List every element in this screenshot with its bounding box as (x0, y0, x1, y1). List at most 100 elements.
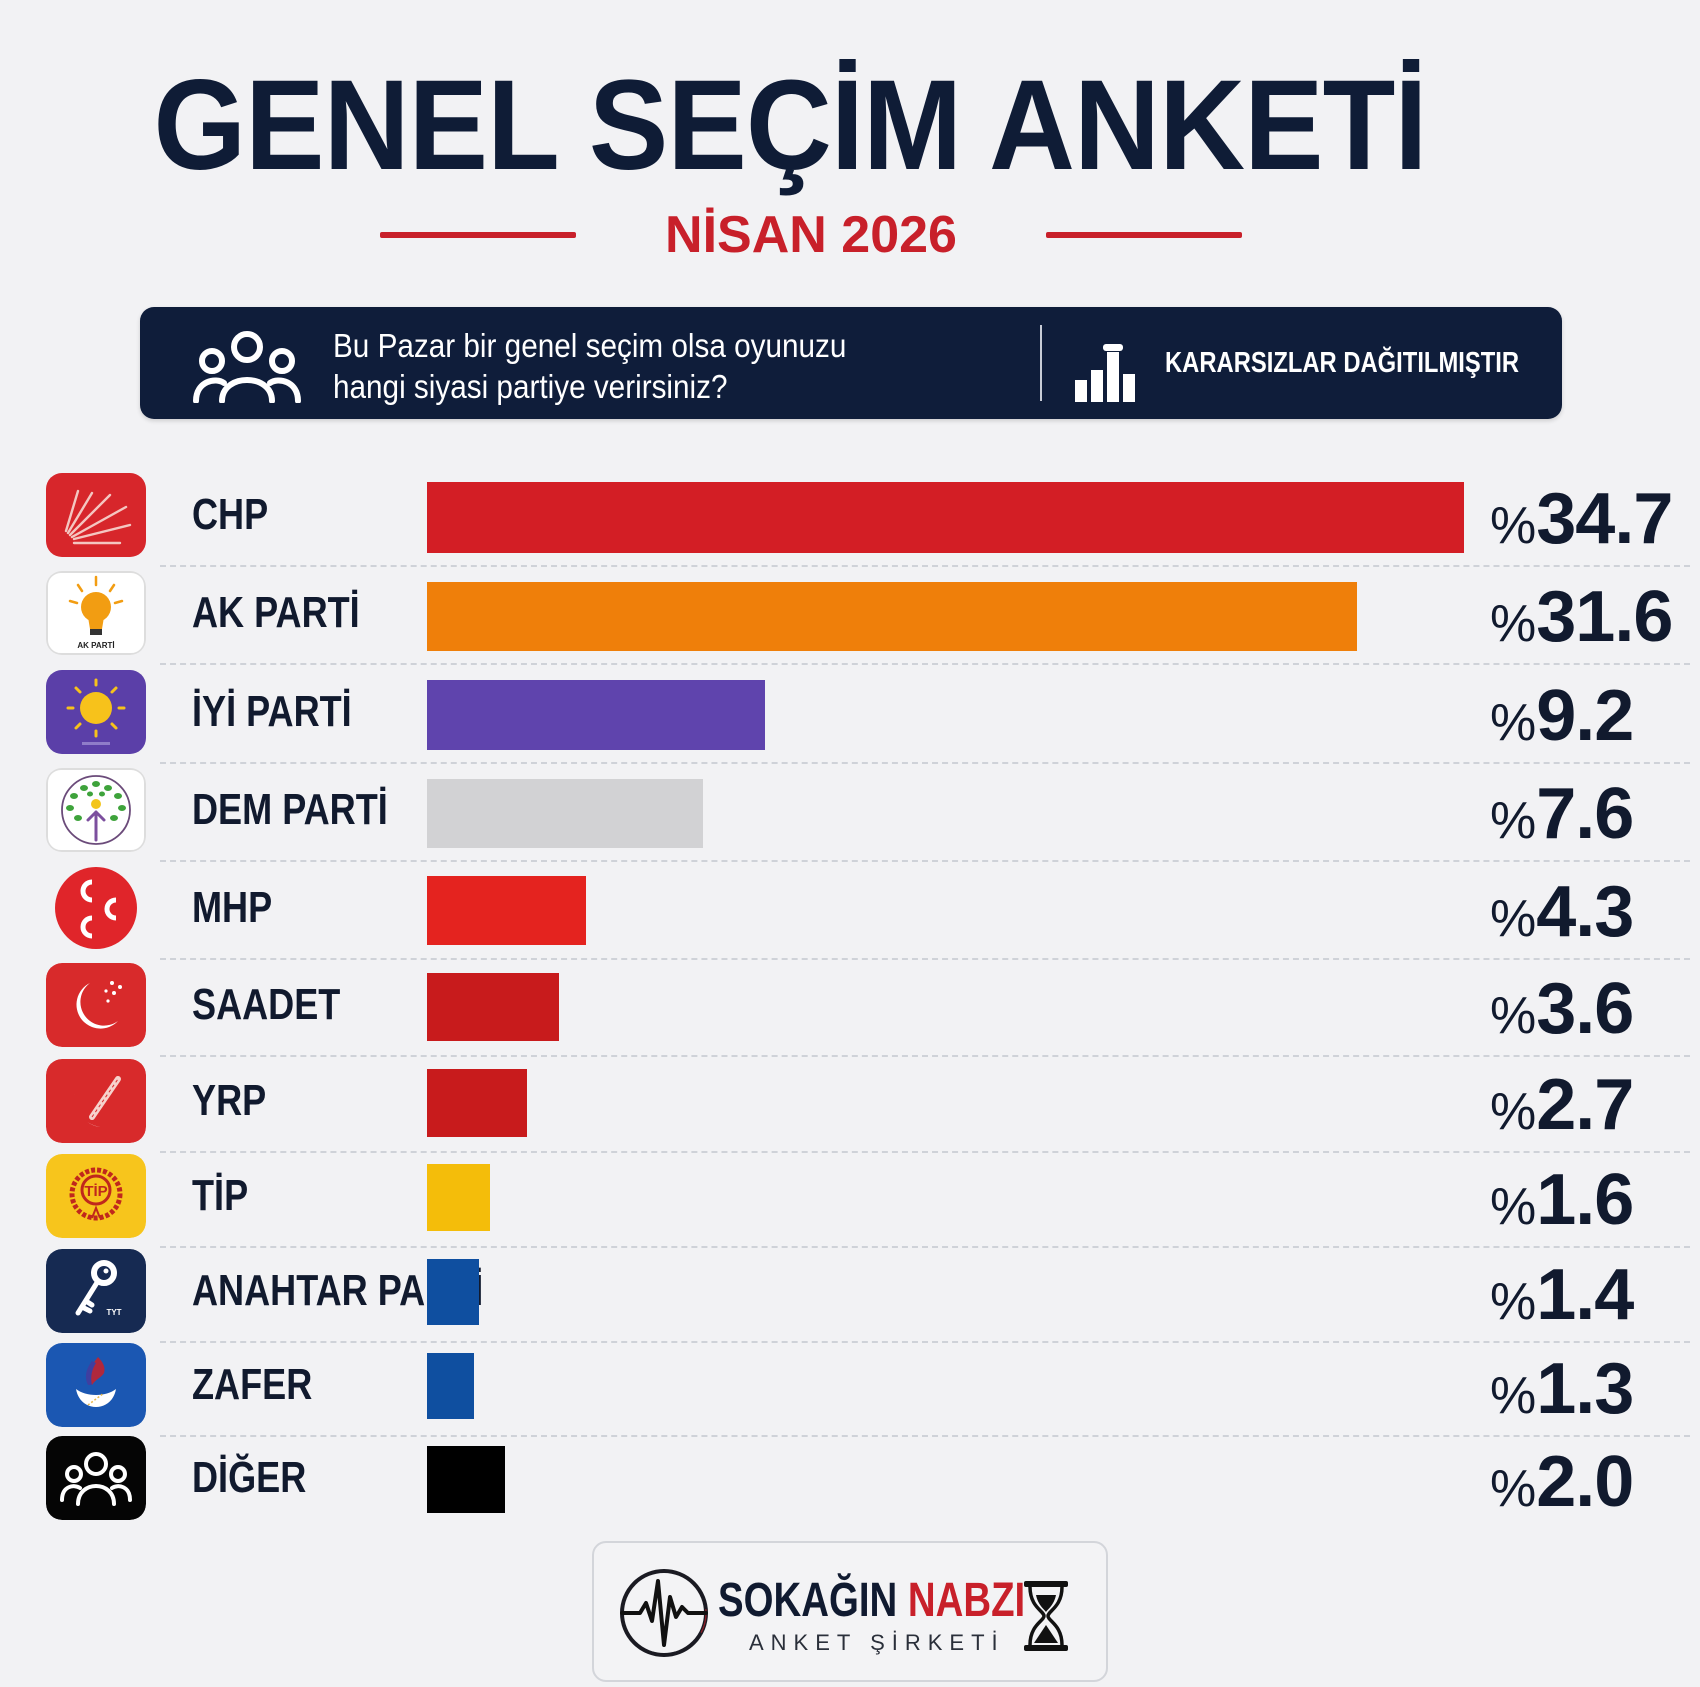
iyi-parti-sun-icon (46, 670, 146, 754)
percent-number: 7.6 (1536, 774, 1634, 854)
question-line-2: hangi siyasi partiye verirsiniz? (333, 368, 728, 405)
result-row-mhp: MHP %4.3 (0, 860, 1700, 960)
undecided-distributed-note: KARARSIZLAR DAĞITILMIŞTIR (1165, 347, 1520, 379)
question-line-1: Bu Pazar bir genel seçim olsa oyunuzu (333, 327, 847, 364)
party-name: DİĞER (192, 1453, 307, 1502)
svg-text:TİP: TİP (84, 1183, 107, 1200)
percent-number: 4.3 (1536, 872, 1634, 952)
subtitle-rule-right (1046, 232, 1242, 238)
zafer-torch-icon (46, 1343, 146, 1427)
percent-sign: % (1490, 694, 1537, 752)
dem-parti-tree-icon (46, 768, 146, 852)
party-name: ZAFER (192, 1360, 313, 1409)
party-name: İYİ PARTİ (192, 687, 352, 736)
anahtar-key-icon: TYT (46, 1249, 146, 1333)
result-row-i-yi-parti-: İYİ PARTİ %9.2 (0, 664, 1700, 764)
brand-tagline: ANKET ŞİRKETİ (749, 1630, 1005, 1655)
result-row-yrp: YRP %2.7 (0, 1053, 1700, 1153)
svg-text:AK PARTİ: AK PARTİ (77, 641, 114, 650)
vote-share-value: %2.7 (1490, 1065, 1634, 1165)
vote-share-value: %31.6 (1490, 577, 1673, 677)
brand-name-part2: NABZI (907, 1574, 1026, 1627)
party-name: SAADET (192, 980, 341, 1029)
percent-number: 34.7 (1536, 479, 1673, 559)
party-name: DEM PARTİ (192, 785, 388, 834)
pollster-logo: SOKAĞIN NABZI ANKET ŞİRKETİ (592, 1541, 1108, 1682)
percent-sign: % (1490, 1178, 1537, 1236)
result-row-dem-parti-: DEM PARTİ %7.6 (0, 762, 1700, 862)
vote-share-value: %1.6 (1490, 1160, 1634, 1260)
result-row-anahtar-parti-: TYT ANAHTAR PARTİ %1.4 (0, 1243, 1700, 1343)
result-row-zafer: ZAFER %1.3 (0, 1337, 1700, 1437)
percent-sign: % (1490, 1367, 1537, 1425)
vote-share-bar (427, 582, 1357, 651)
subtitle-rule-left (380, 232, 576, 238)
others-people-icon (46, 1436, 146, 1520)
percent-number: 9.2 (1536, 676, 1634, 756)
row-divider (160, 1435, 1690, 1437)
result-row-saadet: SAADET %3.6 (0, 957, 1700, 1057)
percent-number: 2.0 (1536, 1442, 1634, 1522)
row-divider (160, 958, 1690, 960)
percent-sign: % (1490, 595, 1537, 653)
vote-share-bar (427, 1353, 474, 1419)
subtitle-block: NİSAN 2026 (380, 205, 1242, 265)
mhp-three-crescents-icon (46, 866, 146, 950)
result-row-di-ger: DİĞER %2.0 (0, 1430, 1700, 1527)
vote-share-bar (427, 973, 559, 1041)
row-divider (160, 663, 1690, 665)
svg-text:TYT: TYT (106, 1308, 121, 1317)
brand-name-part1: SOKAĞIN (718, 1574, 908, 1627)
row-divider (160, 1246, 1690, 1248)
result-row-ak-parti-: AK PARTİ AK PARTİ %31.6 (0, 565, 1700, 665)
question-panel: Bu Pazar bir genel seçim olsa oyunuzu ha… (140, 307, 1562, 419)
tip-wreath-icon: TİP (46, 1154, 146, 1238)
percent-number: 31.6 (1536, 577, 1673, 657)
vote-share-bar (427, 876, 586, 945)
panel-divider (1040, 325, 1042, 401)
chp-six-arrows-icon (46, 473, 146, 557)
page-title: GENEL SEÇİM ANKETİ (153, 54, 1428, 197)
vote-share-value: %34.7 (1490, 479, 1673, 579)
percent-number: 1.3 (1536, 1349, 1634, 1429)
percent-sign: % (1490, 890, 1537, 948)
brand-name: SOKAĞIN NABZI (718, 1575, 1025, 1627)
bar-chart-icon (1075, 344, 1135, 402)
result-row-chp: CHP %34.7 (0, 467, 1700, 567)
party-name: AK PARTİ (192, 588, 360, 637)
vote-share-bar (427, 1259, 479, 1325)
vote-share-value: %4.3 (1490, 872, 1634, 972)
vote-share-bar (427, 482, 1464, 553)
percent-sign: % (1490, 987, 1537, 1045)
vote-share-bar (427, 779, 703, 848)
row-divider (160, 1055, 1690, 1057)
vote-share-value: %2.0 (1490, 1442, 1634, 1542)
pulse-circle-icon (620, 1569, 708, 1657)
vote-share-value: %3.6 (1490, 969, 1634, 1069)
party-name: CHP (192, 490, 269, 539)
vote-share-bar (427, 1446, 505, 1513)
vote-share-value: %1.3 (1490, 1349, 1634, 1449)
yrp-crescent-wheat-icon (46, 1059, 146, 1143)
percent-number: 3.6 (1536, 969, 1634, 1049)
vote-share-bar (427, 1069, 527, 1137)
party-name: MHP (192, 883, 273, 932)
percent-sign: % (1490, 792, 1537, 850)
row-divider (160, 1341, 1690, 1343)
vote-share-bar (427, 680, 765, 750)
row-divider (160, 762, 1690, 764)
percent-sign: % (1490, 497, 1537, 555)
party-name: YRP (192, 1076, 267, 1125)
percent-sign: % (1490, 1273, 1537, 1331)
row-divider (160, 1151, 1690, 1153)
percent-number: 1.4 (1536, 1255, 1634, 1335)
vote-share-bar (427, 1164, 490, 1231)
row-divider (160, 860, 1690, 862)
percent-number: 1.6 (1536, 1160, 1634, 1240)
percent-number: 2.7 (1536, 1065, 1634, 1145)
result-row-ti-p: TİP TİP %1.6 (0, 1148, 1700, 1248)
row-divider (160, 565, 1690, 567)
percent-sign: % (1490, 1083, 1537, 1141)
hourglass-icon (1024, 1581, 1068, 1651)
vote-share-value: %9.2 (1490, 676, 1634, 776)
